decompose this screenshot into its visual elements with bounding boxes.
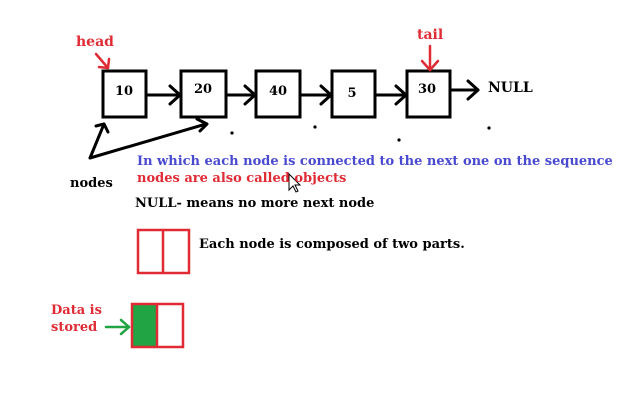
tail-pointer-arrow xyxy=(420,44,440,72)
sentence-null-definition: NULL- means no more next node xyxy=(135,196,375,211)
nodes-pointer-arrows xyxy=(88,117,209,160)
node-value-3: 40 xyxy=(269,84,287,99)
data-is-stored-label-line2: stored xyxy=(51,320,98,335)
sentence-connected: In which each node is connected to the n… xyxy=(137,154,613,169)
arrow-node3-to-node4 xyxy=(298,84,333,106)
sentence-objects: nodes are also called objects xyxy=(137,171,347,186)
data-stored-node xyxy=(130,302,185,349)
tail-label: tail xyxy=(417,27,444,43)
data-pointer-arrow xyxy=(104,318,131,336)
data-is-stored-label-line1: Data is xyxy=(51,303,102,318)
head-label: head xyxy=(76,34,114,50)
mouse-cursor-icon xyxy=(288,172,302,193)
head-pointer-arrow xyxy=(94,52,111,70)
sentence-two-parts: Each node is composed of two parts. xyxy=(199,237,465,252)
node-value-2: 20 xyxy=(194,82,212,97)
next-arrows xyxy=(144,79,480,106)
arrow-node4-to-node5 xyxy=(373,84,408,106)
stray-dots xyxy=(230,125,491,142)
arrow-node1-to-node2 xyxy=(144,84,182,106)
arrow-node2-to-node3 xyxy=(224,84,257,106)
two-part-node xyxy=(136,228,191,275)
node-value-4: 5 xyxy=(347,86,356,101)
node-value-1: 10 xyxy=(115,84,133,99)
arrow-node5-to-null xyxy=(448,79,480,101)
nodes-label: nodes xyxy=(70,176,113,191)
null-label: NULL xyxy=(488,80,533,96)
node-value-5: 30 xyxy=(418,82,436,97)
